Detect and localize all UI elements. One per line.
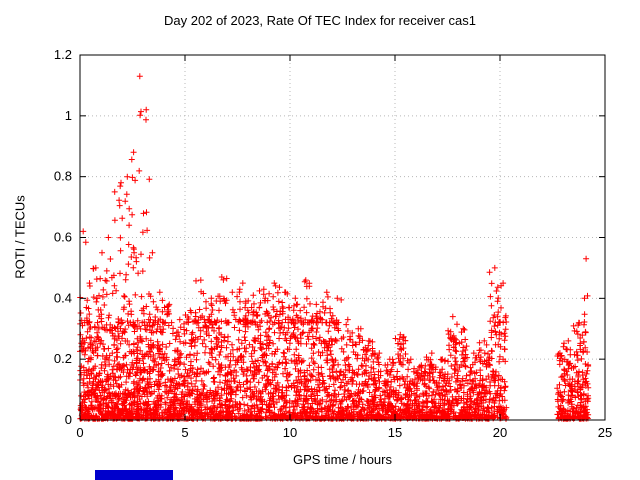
y-tick-label: 0.8 bbox=[54, 169, 72, 184]
x-tick-label: 5 bbox=[181, 425, 188, 440]
scatter-points bbox=[77, 73, 592, 422]
x-tick-label: 15 bbox=[388, 425, 402, 440]
y-tick-label: 0.2 bbox=[54, 351, 72, 366]
y-tick-label: 0.4 bbox=[54, 290, 72, 305]
chart-title: Day 202 of 2023, Rate Of TEC Index for r… bbox=[164, 13, 476, 28]
y-tick-label: 0.6 bbox=[54, 230, 72, 245]
y-tick-label: 0 bbox=[65, 412, 72, 427]
y-tick-label: 1 bbox=[65, 108, 72, 123]
x-tick-label: 0 bbox=[76, 425, 83, 440]
x-tick-label: 10 bbox=[283, 425, 297, 440]
x-tick-label: 25 bbox=[598, 425, 612, 440]
x-tick-label: 20 bbox=[493, 425, 507, 440]
y-tick-label: 1.2 bbox=[54, 47, 72, 62]
bottom-blue-artifact bbox=[95, 470, 173, 480]
x-axis-label: GPS time / hours bbox=[293, 452, 392, 467]
